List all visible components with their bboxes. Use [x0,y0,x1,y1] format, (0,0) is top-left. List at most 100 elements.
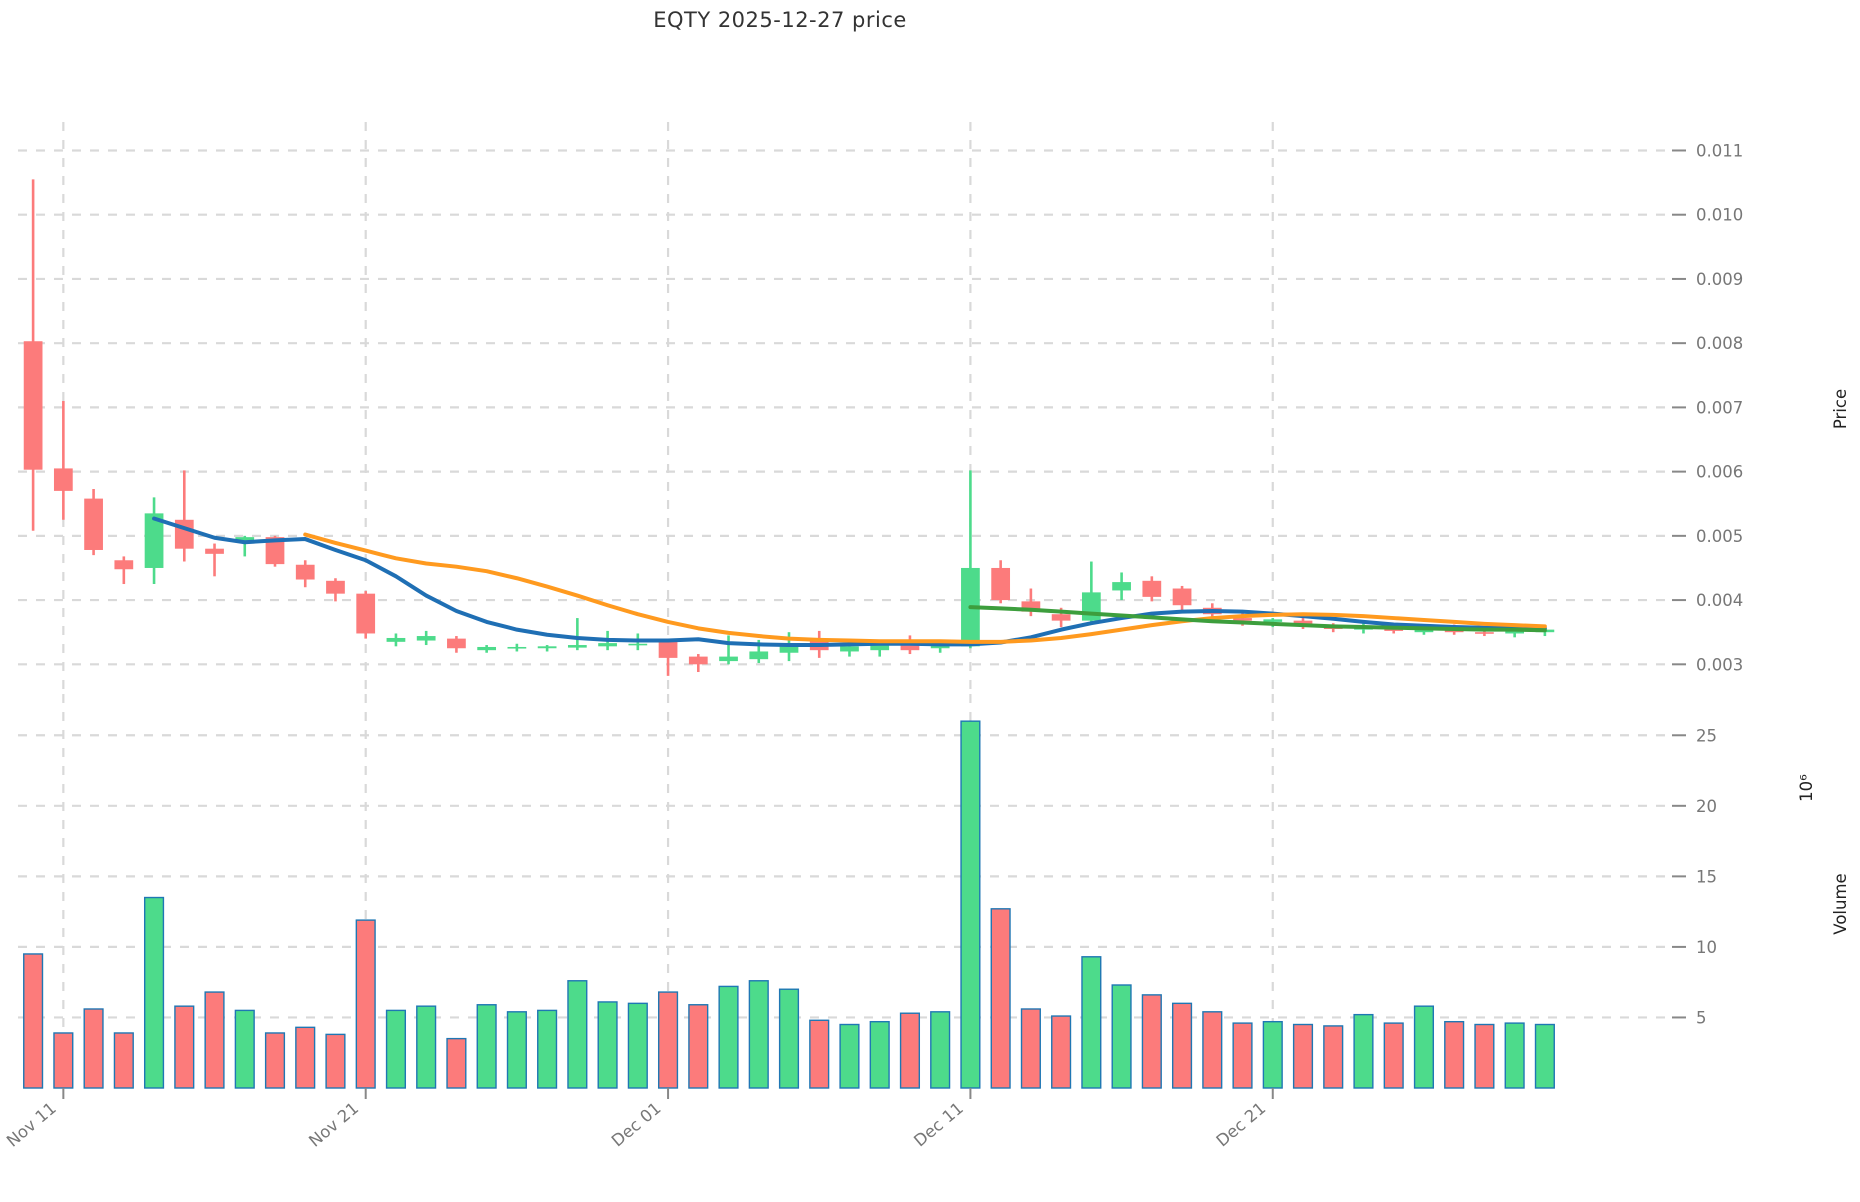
volume-bar [355,919,376,1089]
volume-bar [234,1009,255,1089]
price-tick-label: 0.004 [1696,591,1743,610]
date-tick-label: Dec 11 [910,1099,967,1151]
candlestick [719,635,738,665]
price-tick-label: 0.009 [1696,270,1743,289]
volume-bar [174,1005,195,1089]
volume-bar [657,991,679,1089]
volume-tick-label: 15 [1696,867,1717,886]
volume-bar [597,1001,618,1089]
volume-bar [1262,1020,1283,1089]
volume-bar [1534,1023,1555,1089]
volume-bar [113,1032,134,1089]
volume-bar [688,1004,709,1089]
volume-bar [264,1032,286,1089]
volume-exponent-label: 10⁶ [1797,774,1816,802]
volume-tick-label: 25 [1696,726,1717,745]
volume-bar [1141,994,1162,1089]
volume-bar [1444,1020,1465,1089]
candlestick [1172,585,1192,612]
candlestick [23,179,43,531]
volume-tick-label: 5 [1696,1008,1707,1027]
moving-average-line [303,532,1547,644]
volume-bar [1383,1022,1404,1089]
volume-axis-ticks: 5 10 15 20 25 [1672,726,1717,1027]
volume-bar [385,1009,407,1089]
volume-bar [1020,1008,1041,1089]
candlestick [507,643,527,652]
volume-bar [1292,1023,1314,1089]
volume-tick-label: 10 [1696,938,1717,957]
price-axis-ticks: 0.003 0.004 0.005 0.006 0.007 0.008 0.009 0.010… [1672,141,1743,674]
volume-bars-layer [23,720,1555,1089]
moving-average-lines-layer [152,516,1547,648]
volume-bar [416,1005,437,1089]
volume-bar [83,1008,104,1089]
chart-title: EQTY 2025-12-27 price [653,8,907,32]
candlestick [416,630,436,646]
volume-axis-title: Volume [1831,873,1850,934]
price-tick-label: 0.007 [1696,398,1743,417]
candlestick [53,400,73,520]
candlestick [356,591,376,639]
volume-bar [1081,956,1102,1089]
volume-bar [869,1020,890,1089]
candlestick [174,470,194,562]
volume-bar [1202,1011,1223,1089]
date-axis-ticks: Nov 11 Nov 21 Dec 01 Dec 11 Dec 21 [3,1088,1274,1151]
price-tick-label: 0.011 [1696,141,1743,160]
volume-bar [446,1037,467,1089]
volume-bar [537,1009,558,1089]
moving-average-line [968,605,1547,633]
volume-bar [839,1023,860,1089]
candlestick [205,543,224,577]
volume-bar [204,991,225,1089]
candlestick [567,618,587,651]
axis-titles: Price Volume 10⁶ [1797,389,1850,935]
date-tick-label: Nov 21 [305,1099,362,1151]
candlestick [658,638,678,676]
volume-bar [990,908,1011,1089]
candlestick [991,560,1011,604]
candlestick [447,636,466,653]
volume-bar [1353,1013,1374,1089]
volume-bar [1504,1022,1525,1089]
volume-bar [1474,1023,1495,1089]
volume-bar [506,1011,527,1089]
volume-bar [23,953,44,1089]
volume-bar [567,980,588,1089]
volume-bar [1111,984,1132,1089]
price-tick-label: 0.010 [1696,206,1743,225]
volume-bar [295,1026,316,1089]
volume-bar [1171,1002,1193,1089]
candlestick [1142,576,1162,602]
volume-bar [53,1032,74,1089]
candlestick [144,497,164,585]
price-tick-label: 0.008 [1696,334,1743,353]
grid-layer [18,122,1670,1088]
volume-bar [143,896,165,1089]
candlestick [295,560,315,588]
volume-bar [718,985,739,1089]
price-tick-label: 0.003 [1696,655,1743,674]
date-tick-label: Nov 11 [3,1099,60,1151]
candlestick-layer [23,179,1555,676]
volume-bar [1323,1025,1344,1089]
candlestick [961,470,980,649]
volume-bar [899,1012,921,1089]
candlestick [114,556,134,585]
price-axis-title: Price [1831,389,1850,429]
volume-tick-label: 20 [1696,797,1717,816]
volume-bar [1051,1015,1072,1089]
volume-bar [1232,1022,1253,1089]
volume-bar [809,1019,830,1089]
moving-average-line [152,516,1547,648]
volume-bar [325,1033,346,1089]
volume-bar [778,988,800,1089]
volume-bar [1413,1005,1435,1089]
candlestick [386,633,406,647]
candlestick [84,488,103,556]
date-tick-label: Dec 21 [1213,1099,1270,1151]
volume-bar [748,980,769,1089]
candlestick [688,654,708,673]
